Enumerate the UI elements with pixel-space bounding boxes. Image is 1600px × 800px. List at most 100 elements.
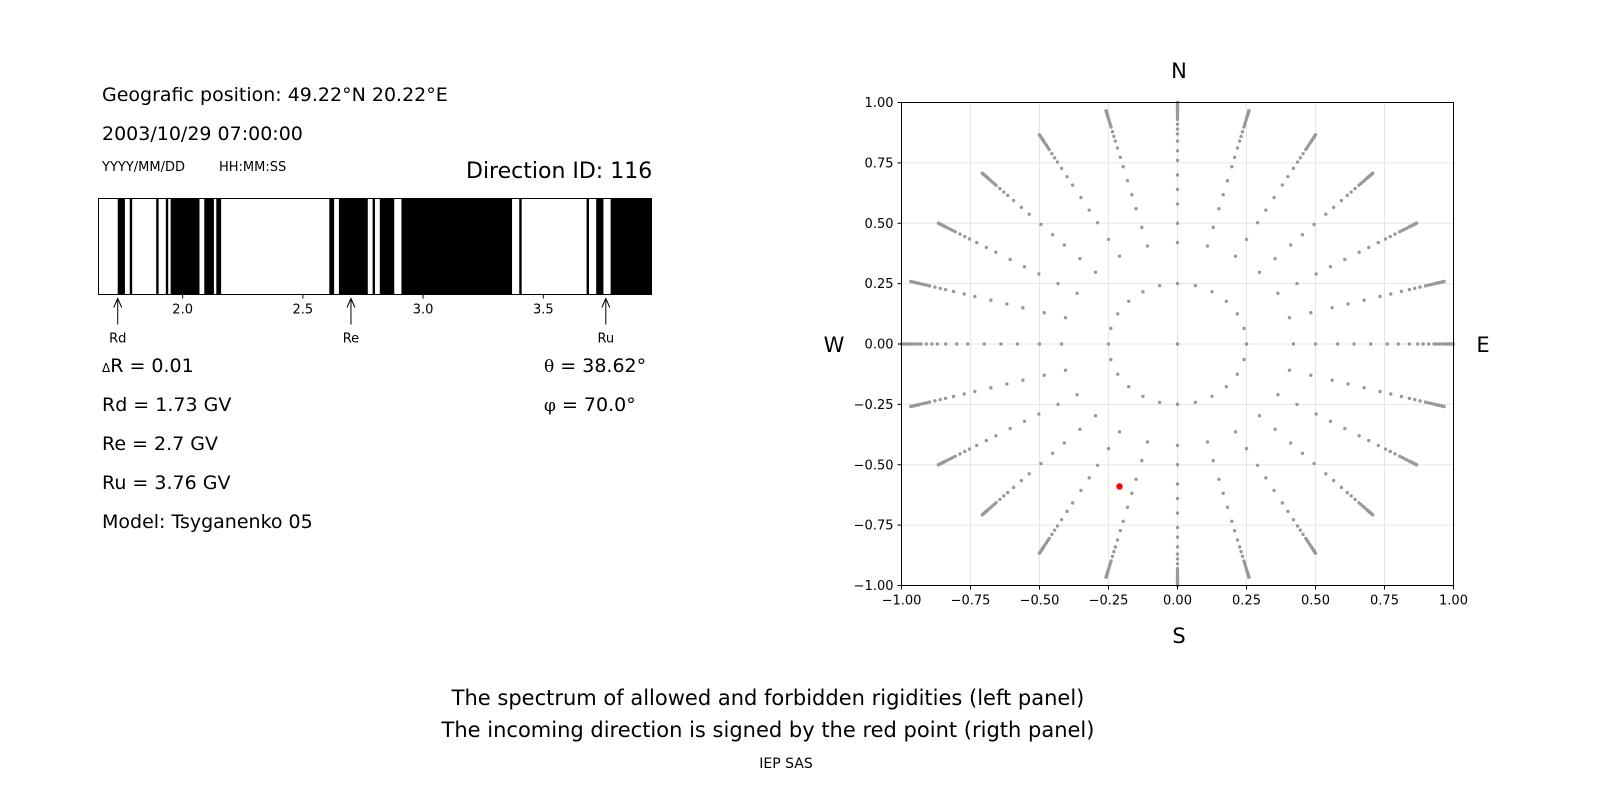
x-tick-label: −0.75	[951, 594, 991, 609]
direction-point	[913, 342, 917, 346]
theta-value: θ = 38.62°	[544, 355, 646, 377]
forbidden-band	[165, 198, 169, 295]
direction-point	[1130, 491, 1134, 495]
direction-point	[1005, 302, 1009, 306]
y-tick-label: −0.75	[854, 519, 894, 534]
direction-point	[1376, 240, 1380, 245]
x-tick-label: −1.00	[882, 594, 922, 609]
direction-point	[1059, 166, 1064, 171]
marker-label: Ru	[597, 332, 614, 347]
direction-point	[1414, 221, 1419, 225]
direction-point	[1019, 478, 1024, 483]
direction-point	[958, 452, 962, 456]
direction-point	[989, 298, 993, 302]
direction-point	[1134, 477, 1138, 481]
x-tick-label: 0.25	[1232, 594, 1261, 609]
direction-point	[1413, 397, 1417, 402]
direction-point	[967, 237, 972, 241]
direction-point	[1110, 130, 1115, 134]
direction-point	[1062, 441, 1067, 445]
direction-point	[1075, 291, 1079, 295]
direction-point	[994, 434, 998, 438]
direction-point	[1328, 419, 1333, 423]
direction-point	[1145, 440, 1150, 444]
direction-point	[919, 282, 924, 286]
direction-point	[1052, 156, 1057, 160]
direction-point	[1346, 302, 1350, 306]
forbidden-band	[329, 198, 335, 295]
direction-point	[1104, 109, 1108, 113]
direction-point	[1418, 399, 1422, 403]
direction-point	[1232, 528, 1237, 533]
direction-point	[1313, 551, 1318, 555]
direction-point	[1324, 212, 1328, 216]
direction-point	[1225, 505, 1230, 509]
direction-point	[1255, 220, 1260, 225]
direction-point	[1145, 244, 1150, 248]
spectrum-markers: Rd Re Ru	[109, 297, 614, 347]
direction-point	[1309, 373, 1313, 377]
forbidden-band	[117, 198, 125, 295]
direction-point	[1175, 173, 1180, 177]
direction-point	[1112, 134, 1116, 139]
direction-point	[1205, 440, 1210, 444]
direction-point	[933, 285, 937, 289]
direction-point	[1118, 155, 1123, 160]
direction-point	[1407, 287, 1412, 292]
direction-point	[1087, 208, 1091, 212]
direction-point	[1079, 488, 1083, 493]
phi-symbol: φ	[544, 396, 556, 416]
direction-point	[975, 443, 979, 448]
forbidden-band	[170, 198, 200, 295]
direction-point	[938, 286, 942, 291]
x-tick-label: −0.50	[1020, 594, 1060, 609]
direction-point	[1276, 291, 1280, 295]
direction-point	[1429, 282, 1433, 287]
direction-point	[1396, 342, 1400, 346]
direction-point	[1264, 208, 1268, 212]
direction-point	[1313, 133, 1318, 137]
direction-point	[1367, 438, 1371, 443]
forbidden-band	[596, 198, 604, 295]
direction-point	[1042, 311, 1046, 315]
direction-point	[975, 240, 979, 245]
phi-text: = 70.0°	[561, 394, 636, 416]
direction-point	[1109, 357, 1113, 362]
direction-point	[909, 279, 913, 284]
ru-value: Ru = 3.76 GV	[102, 472, 231, 494]
direction-point	[943, 396, 948, 401]
direction-point	[1070, 501, 1075, 505]
direction-point	[1224, 384, 1228, 389]
forbidden-band	[519, 198, 522, 295]
direction-point	[1015, 342, 1020, 346]
direction-point	[910, 342, 915, 346]
direction-point	[1205, 244, 1210, 248]
direction-point	[1193, 400, 1198, 405]
direction-point	[1357, 434, 1361, 438]
direction-point	[1027, 472, 1031, 476]
direction-point	[1244, 446, 1249, 451]
delta-r-value: ΔR = 0.01	[102, 355, 194, 377]
direction-point	[1239, 549, 1243, 554]
direction-point	[1175, 187, 1180, 192]
direction-point	[1008, 426, 1012, 431]
direction-point	[936, 221, 941, 225]
direction-point	[1175, 132, 1180, 136]
direction-point	[1426, 342, 1431, 346]
direction-point	[933, 399, 937, 403]
direction-point	[909, 404, 913, 409]
marker-label: Rd	[109, 332, 126, 347]
direction-point	[1370, 171, 1375, 175]
direction-point	[1175, 545, 1180, 549]
direction-point	[1426, 283, 1430, 287]
direction-point	[1075, 393, 1079, 397]
direction-point	[1362, 298, 1366, 302]
direction-point	[1280, 183, 1285, 187]
direction-point	[1175, 402, 1180, 407]
direction-point	[1157, 400, 1162, 405]
direction-point	[966, 342, 970, 346]
direction-point	[1175, 281, 1180, 286]
direction-point	[1021, 306, 1025, 310]
map-highlight	[1116, 483, 1123, 490]
direction-point	[1118, 528, 1123, 533]
